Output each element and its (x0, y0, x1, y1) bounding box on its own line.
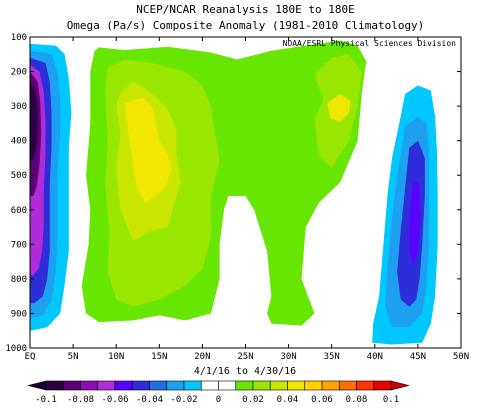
colorbar-swatch (269, 380, 288, 391)
x-tick-label: 15N (151, 352, 167, 362)
y-tick-label: 300 (11, 102, 27, 112)
y-tick-label: 400 (11, 137, 27, 147)
x-axis-title: 4/1/16 to 4/30/16 (194, 366, 296, 377)
colorbar: -0.1 -0.08 -0.06 -0.04 -0.02 0 0.02 0.04 0.06 0.0… (27, 380, 410, 405)
colorbar-tick-label: 0.02 (242, 395, 264, 405)
x-tick-label: 50N (453, 352, 469, 362)
colorbar-swatch (62, 380, 81, 391)
colorbar-swatch (356, 380, 375, 391)
contour-region-4 (124, 97, 173, 203)
y-tick-label: 1000 (5, 344, 27, 354)
x-axis: EQ 5N 10N 15N 20N 25N 30N 35N 40N 45N 50N (25, 37, 469, 362)
colorbar-tick-label: 0 (216, 395, 221, 405)
x-tick-label: 30N (280, 352, 296, 362)
colorbar-swatch (287, 380, 306, 391)
colorbar-swatch (97, 380, 116, 391)
colorbar-max-arrow (390, 380, 410, 391)
y-tick-label: 600 (11, 206, 27, 216)
colorbar-swatch (45, 380, 64, 391)
y-tick-label: 700 (11, 240, 27, 250)
x-tick-label: 25N (237, 352, 253, 362)
contour-regions (30, 40, 438, 345)
colorbar-swatch (252, 380, 271, 391)
colorbar-tick-label: -0.06 (101, 395, 128, 405)
colorbar-tick-label: 0.1 (383, 395, 399, 405)
contour-region-11 (30, 81, 38, 162)
colorbar-swatch (304, 380, 323, 391)
x-tick-label: 5N (68, 352, 79, 362)
colorbar-swatch (200, 380, 219, 391)
colorbar-tick-label: 0.06 (311, 395, 333, 405)
colorbar-swatch (166, 380, 185, 391)
contour-region-5 (327, 94, 351, 122)
x-tick-label: EQ (25, 352, 36, 362)
colorbar-tick-label: -0.08 (67, 395, 94, 405)
colorbar-swatch (338, 380, 357, 391)
colorbar-tick-label: 0.08 (346, 395, 368, 405)
colorbar-min-arrow (27, 380, 47, 391)
colorbar-swatch (373, 380, 392, 391)
colorbar-swatch (235, 380, 254, 391)
x-tick-label: 20N (194, 352, 210, 362)
colorbar-tick-label: -0.1 (35, 395, 57, 405)
chart-title: NCEP/NCAR Reanalysis 180E to 180E (136, 3, 355, 16)
x-tick-label: 40N (367, 352, 383, 362)
y-tick-label: 800 (11, 275, 27, 285)
colorbar-tick-label: -0.02 (170, 395, 197, 405)
x-tick-label: 10N (108, 352, 124, 362)
y-axis: 100 200 300 400 500 600 700 800 900 1000 (5, 33, 461, 354)
colorbar-tick-label: -0.04 (136, 395, 163, 405)
colorbar-tick-label: 0.04 (277, 395, 299, 405)
colorbar-swatch (80, 380, 99, 391)
chart-subtitle: Omega (Pa/s) Composite Anomaly (1981-201… (66, 19, 425, 32)
y-tick-label: 900 (11, 309, 27, 319)
credit-label: NOAA/ESRL Physical Sciences Division (283, 39, 457, 48)
contour-region-15 (409, 182, 421, 266)
y-tick-label: 100 (11, 33, 27, 43)
colorbar-swatch (114, 380, 133, 391)
y-tick-label: 200 (11, 68, 27, 78)
plot-area: EQ 5N 10N 15N 20N 25N 30N 35N 40N 45N 50N 100 200 30… (5, 33, 469, 362)
x-tick-label: 45N (410, 352, 426, 362)
colorbar-swatch (218, 380, 237, 391)
colorbar-swatch (149, 380, 168, 391)
colorbar-swatch (321, 380, 340, 391)
y-tick-label: 500 (11, 171, 27, 181)
colorbar-swatch (131, 380, 150, 391)
x-tick-label: 35N (324, 352, 340, 362)
colorbar-swatch (183, 380, 202, 391)
